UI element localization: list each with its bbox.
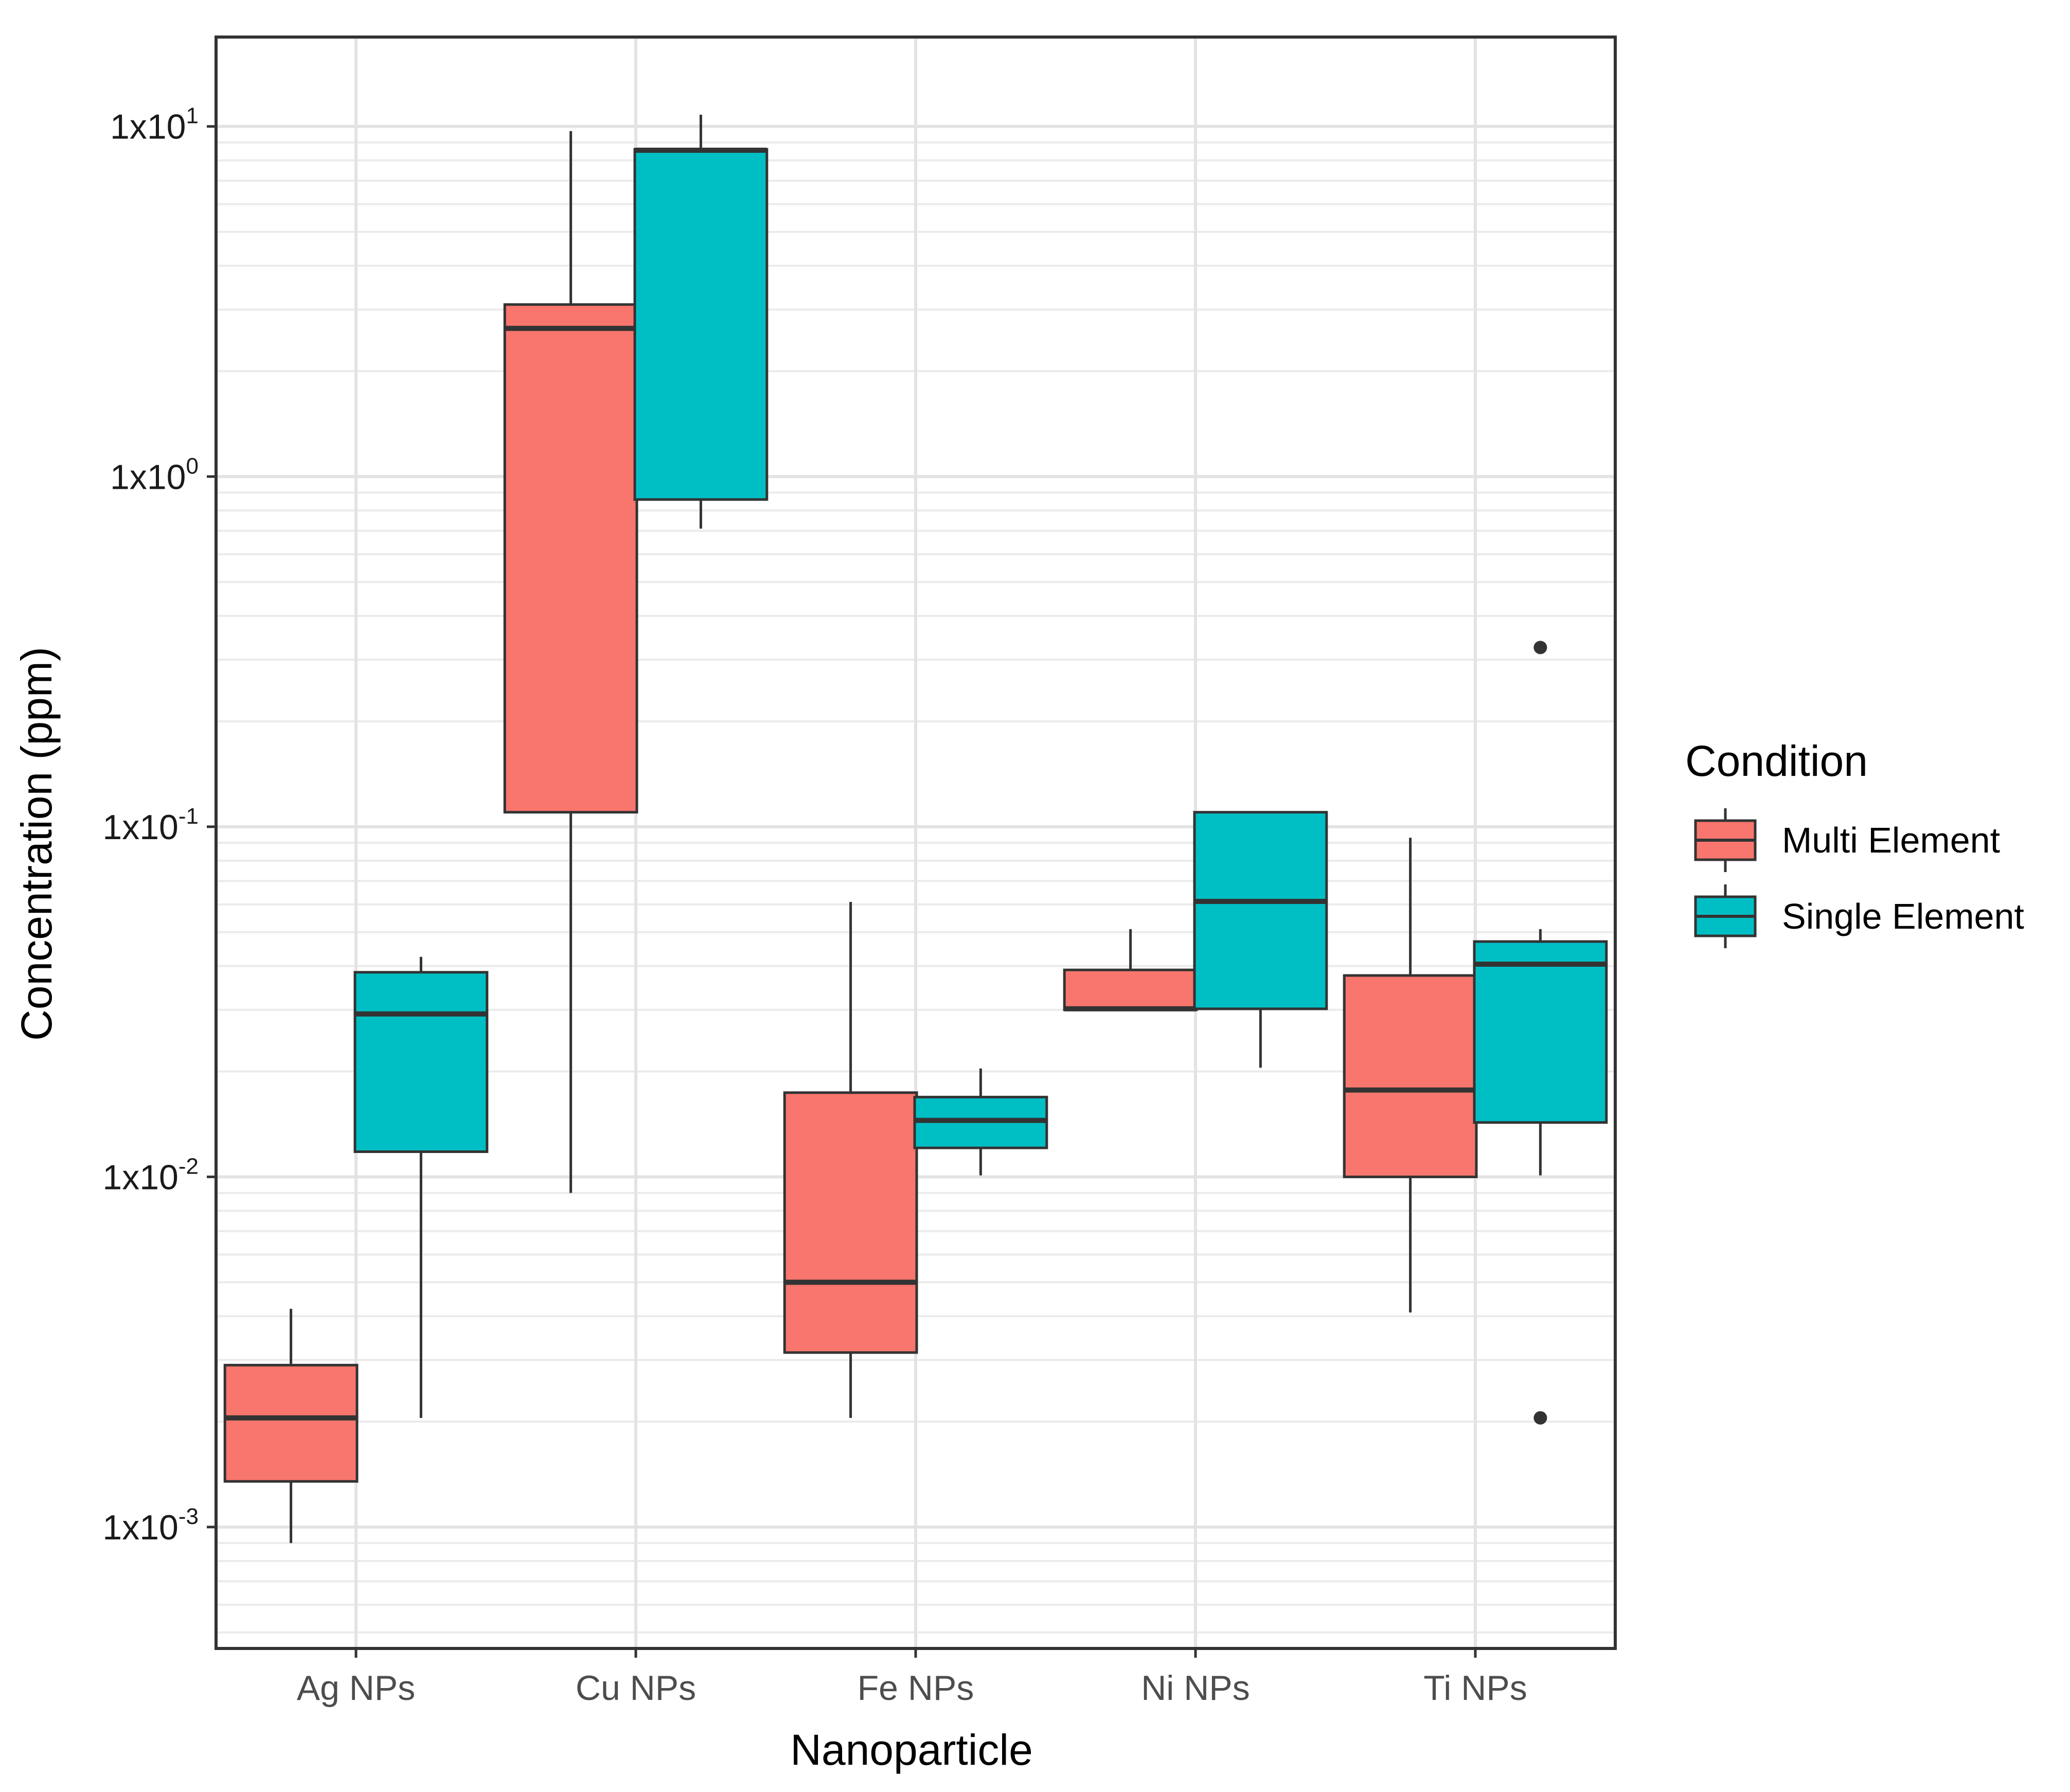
- iqr-box: [633, 148, 769, 501]
- boxes: [223, 114, 1608, 1543]
- iqr-box: [1473, 940, 1608, 1124]
- y-tick-label: 1x100: [110, 453, 199, 496]
- y-tick-label: 1x101: [110, 103, 199, 147]
- y-axis-title: Concentration (ppm): [12, 647, 61, 1041]
- x-tick-label: Ti NPs: [1423, 1669, 1527, 1708]
- box-cu-nps-multi-element: [503, 131, 638, 1193]
- y-tick-label: 1x10-3: [102, 1504, 199, 1547]
- iqr-box: [783, 1091, 918, 1354]
- legend-item-single-element: Single Element: [1694, 884, 2024, 948]
- box-ag-nps-multi-element: [223, 1308, 359, 1543]
- box-fe-nps-single-element: [913, 1068, 1048, 1176]
- iqr-box: [1193, 811, 1328, 1010]
- legend-key: [1694, 884, 1757, 948]
- box-ni-nps-multi-element: [1063, 929, 1198, 1012]
- y-axis: 1x101 1x100 1x10-1 1x10-2 1x10-3: [102, 103, 216, 1547]
- box-ni-nps-single-element: [1193, 811, 1328, 1068]
- y-tick-label: 1x10-1: [102, 804, 199, 847]
- iqr-box: [1343, 974, 1478, 1178]
- x-axis: Ag NPs Cu NPs Fe NPs Ni NPs Ti NPs: [297, 1648, 1527, 1708]
- iqr-box: [353, 971, 489, 1154]
- outlier-point: [1533, 641, 1547, 654]
- outlier-point: [1533, 1411, 1547, 1425]
- box-ti-nps-multi-element: [1343, 838, 1478, 1312]
- legend-item-multi-element: Multi Element: [1694, 808, 2000, 872]
- iqr-box: [1063, 968, 1198, 1012]
- box-cu-nps-single-element: [633, 114, 769, 529]
- legend-label: Single Element: [1782, 896, 2024, 936]
- legend: Condition Multi Element Single Element: [1685, 737, 2024, 948]
- legend-key: [1694, 808, 1757, 872]
- box-ti-nps-single-element: [1473, 641, 1608, 1425]
- legend-label: Multi Element: [1782, 820, 2000, 860]
- x-tick-label: Ag NPs: [297, 1669, 416, 1708]
- iqr-box: [503, 303, 638, 814]
- x-tick-label: Fe NPs: [858, 1669, 974, 1708]
- box-fe-nps-multi-element: [783, 901, 918, 1418]
- legend-title: Condition: [1685, 737, 1868, 785]
- x-tick-label: Ni NPs: [1141, 1669, 1250, 1708]
- iqr-box: [223, 1363, 359, 1483]
- y-tick-label: 1x10-2: [102, 1154, 199, 1197]
- x-axis-title: Nanoparticle: [790, 1726, 1033, 1774]
- x-tick-label: Cu NPs: [576, 1669, 696, 1708]
- box-ag-nps-single-element: [353, 956, 489, 1418]
